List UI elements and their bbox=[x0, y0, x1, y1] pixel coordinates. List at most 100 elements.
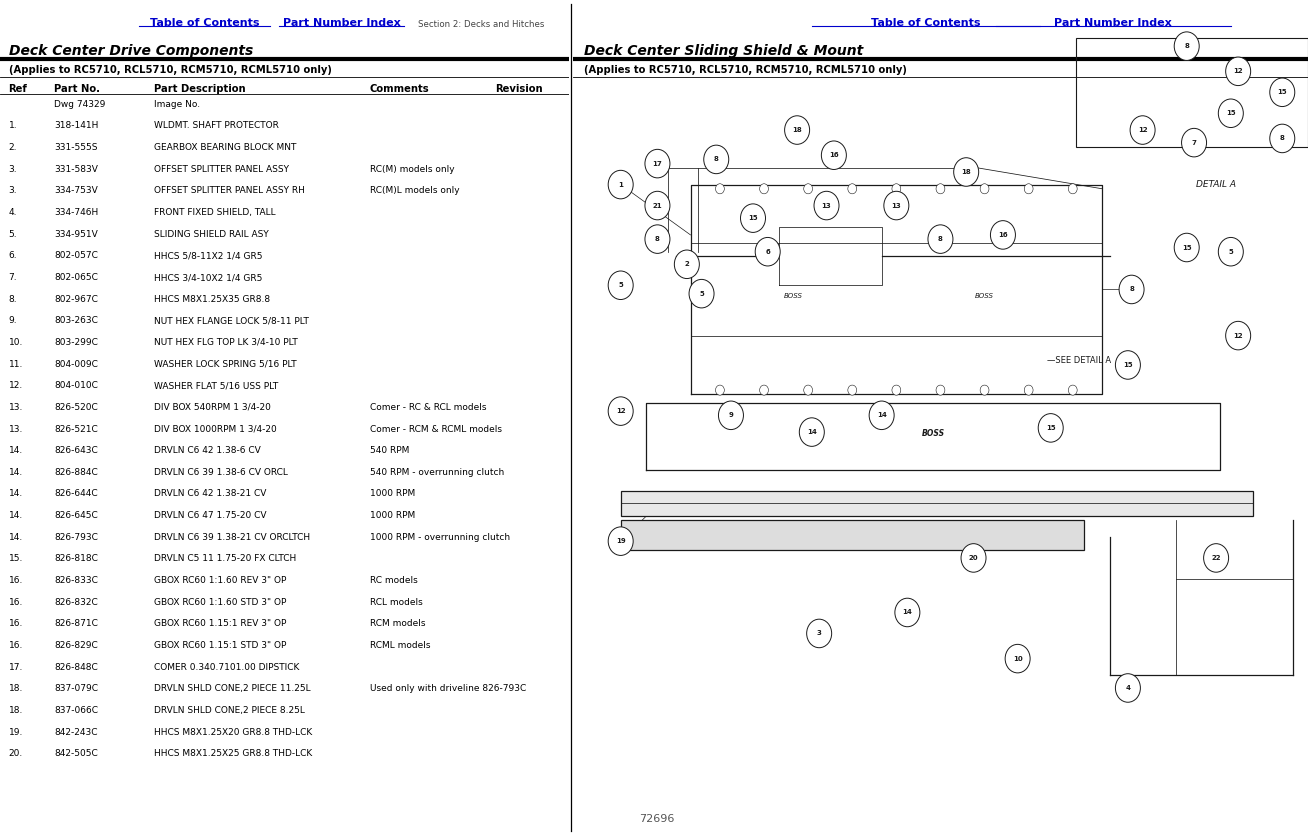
Text: 16.: 16. bbox=[9, 597, 24, 607]
Text: DRVLN C6 42 1.38-6 CV: DRVLN C6 42 1.38-6 CV bbox=[153, 446, 260, 456]
Text: RC models: RC models bbox=[370, 576, 417, 585]
Text: DRVLN SHLD CONE,2 PIECE 11.25L: DRVLN SHLD CONE,2 PIECE 11.25L bbox=[153, 685, 310, 693]
Text: 1.: 1. bbox=[9, 122, 17, 131]
Text: 14: 14 bbox=[903, 609, 912, 616]
Text: Part Description: Part Description bbox=[153, 84, 245, 94]
Text: (Applies to RC5710, RCL5710, RCM5710, RCML5710 only): (Applies to RC5710, RCL5710, RCM5710, RC… bbox=[583, 65, 906, 76]
Text: 826-848C: 826-848C bbox=[54, 663, 98, 672]
Circle shape bbox=[645, 149, 670, 178]
Circle shape bbox=[1175, 32, 1199, 60]
Text: 12: 12 bbox=[1138, 127, 1147, 133]
Text: 826-521C: 826-521C bbox=[54, 425, 98, 434]
Text: 18: 18 bbox=[961, 169, 971, 175]
Text: 17.: 17. bbox=[9, 663, 24, 672]
Text: Used only with driveline 826-793C: Used only with driveline 826-793C bbox=[370, 685, 526, 693]
Circle shape bbox=[990, 221, 1015, 249]
Text: 802-065C: 802-065C bbox=[54, 273, 98, 282]
Text: 842-243C: 842-243C bbox=[54, 727, 98, 737]
Text: 14.: 14. bbox=[9, 489, 22, 498]
Circle shape bbox=[715, 184, 725, 194]
Text: 837-079C: 837-079C bbox=[54, 685, 98, 693]
Text: 18.: 18. bbox=[9, 685, 24, 693]
Text: Part Number Index: Part Number Index bbox=[1054, 18, 1172, 29]
Text: DRVLN C5 11 1.75-20 FX CLTCH: DRVLN C5 11 1.75-20 FX CLTCH bbox=[153, 555, 296, 564]
Text: WLDMT. SHAFT PROTECTOR: WLDMT. SHAFT PROTECTOR bbox=[153, 122, 279, 131]
Text: 4.: 4. bbox=[9, 208, 17, 217]
Circle shape bbox=[807, 619, 832, 648]
Text: OFFSET SPLITTER PANEL ASSY RH: OFFSET SPLITTER PANEL ASSY RH bbox=[153, 186, 305, 195]
Circle shape bbox=[937, 184, 944, 194]
Text: 8: 8 bbox=[714, 156, 718, 163]
Text: (Applies to RC5710, RCL5710, RCM5710, RCML5710 only): (Applies to RC5710, RCL5710, RCM5710, RC… bbox=[9, 65, 331, 76]
Circle shape bbox=[1130, 116, 1155, 144]
Circle shape bbox=[869, 401, 895, 430]
Text: 8: 8 bbox=[1129, 286, 1134, 293]
Text: DRVLN C6 39 1.38-21 CV ORCLTCH: DRVLN C6 39 1.38-21 CV ORCLTCH bbox=[153, 533, 310, 542]
Text: GBOX RC60 1.15:1 STD 3" OP: GBOX RC60 1.15:1 STD 3" OP bbox=[153, 641, 286, 650]
Text: 331-583V: 331-583V bbox=[54, 164, 98, 174]
Text: 8: 8 bbox=[1184, 43, 1189, 50]
Text: 12.: 12. bbox=[9, 381, 22, 390]
Text: 826-644C: 826-644C bbox=[54, 489, 98, 498]
Circle shape bbox=[821, 141, 846, 169]
Text: Comments: Comments bbox=[370, 84, 429, 94]
Circle shape bbox=[785, 116, 810, 144]
Circle shape bbox=[1218, 99, 1244, 128]
Text: 540 RPM - overrunning clutch: 540 RPM - overrunning clutch bbox=[370, 468, 504, 477]
Text: 7: 7 bbox=[1192, 139, 1197, 146]
Text: 826-832C: 826-832C bbox=[54, 597, 98, 607]
Text: Deck Center Sliding Shield & Mount: Deck Center Sliding Shield & Mount bbox=[583, 44, 863, 58]
Text: 5: 5 bbox=[700, 290, 704, 297]
Circle shape bbox=[803, 184, 812, 194]
Circle shape bbox=[848, 385, 857, 395]
Circle shape bbox=[848, 184, 857, 194]
Text: 15: 15 bbox=[1124, 362, 1133, 368]
Text: 15: 15 bbox=[1226, 110, 1236, 117]
Circle shape bbox=[1270, 124, 1295, 153]
Text: Comer - RC & RCL models: Comer - RC & RCL models bbox=[370, 403, 487, 412]
Circle shape bbox=[718, 401, 743, 430]
Text: —SEE DETAIL A: —SEE DETAIL A bbox=[1046, 357, 1112, 365]
Text: Ref: Ref bbox=[9, 84, 27, 94]
Text: 2.: 2. bbox=[9, 143, 17, 152]
Text: 334-746H: 334-746H bbox=[54, 208, 98, 217]
Text: 3.: 3. bbox=[9, 164, 17, 174]
Text: 334-753V: 334-753V bbox=[54, 186, 98, 195]
Text: 20: 20 bbox=[969, 555, 978, 561]
Text: 826-833C: 826-833C bbox=[54, 576, 98, 585]
Circle shape bbox=[1069, 184, 1078, 194]
Text: GBOX RC60 1.15:1 REV 3" OP: GBOX RC60 1.15:1 REV 3" OP bbox=[153, 619, 286, 628]
Text: 10.: 10. bbox=[9, 338, 24, 347]
Text: 19: 19 bbox=[616, 538, 625, 545]
Text: GEARBOX BEARING BLOCK MNT: GEARBOX BEARING BLOCK MNT bbox=[153, 143, 296, 152]
Text: 18.: 18. bbox=[9, 706, 24, 715]
Text: OFFSET SPLITTER PANEL ASSY: OFFSET SPLITTER PANEL ASSY bbox=[153, 164, 289, 174]
Text: Part No.: Part No. bbox=[54, 84, 99, 94]
Text: HHCS 5/8-11X2 1/4 GR5: HHCS 5/8-11X2 1/4 GR5 bbox=[153, 252, 262, 260]
Text: 5: 5 bbox=[619, 282, 623, 289]
Text: 8: 8 bbox=[938, 236, 943, 242]
Text: 6.: 6. bbox=[9, 252, 17, 260]
Circle shape bbox=[927, 225, 954, 253]
Text: NUT HEX FLG TOP LK 3/4-10 PLT: NUT HEX FLG TOP LK 3/4-10 PLT bbox=[153, 338, 297, 347]
Text: Table of Contents: Table of Contents bbox=[871, 18, 981, 29]
Text: 18: 18 bbox=[793, 127, 802, 133]
Text: 19.: 19. bbox=[9, 727, 24, 737]
Circle shape bbox=[1039, 414, 1063, 442]
Text: WASHER LOCK SPRING 5/16 PLT: WASHER LOCK SPRING 5/16 PLT bbox=[153, 360, 296, 368]
Text: 15: 15 bbox=[1046, 425, 1056, 431]
Circle shape bbox=[645, 225, 670, 253]
Text: 7.: 7. bbox=[9, 273, 17, 282]
Text: GBOX RC60 1:1.60 STD 3" OP: GBOX RC60 1:1.60 STD 3" OP bbox=[153, 597, 286, 607]
FancyBboxPatch shape bbox=[621, 520, 1084, 550]
Circle shape bbox=[1120, 275, 1144, 304]
Text: 331-555S: 331-555S bbox=[54, 143, 98, 152]
Circle shape bbox=[740, 204, 765, 232]
Text: 14: 14 bbox=[807, 429, 816, 435]
Circle shape bbox=[1226, 321, 1250, 350]
Text: Table of Contents: Table of Contents bbox=[150, 18, 259, 29]
Text: 14.: 14. bbox=[9, 533, 22, 542]
Circle shape bbox=[1116, 674, 1141, 702]
Text: 804-009C: 804-009C bbox=[54, 360, 98, 368]
Text: 5: 5 bbox=[1228, 248, 1233, 255]
